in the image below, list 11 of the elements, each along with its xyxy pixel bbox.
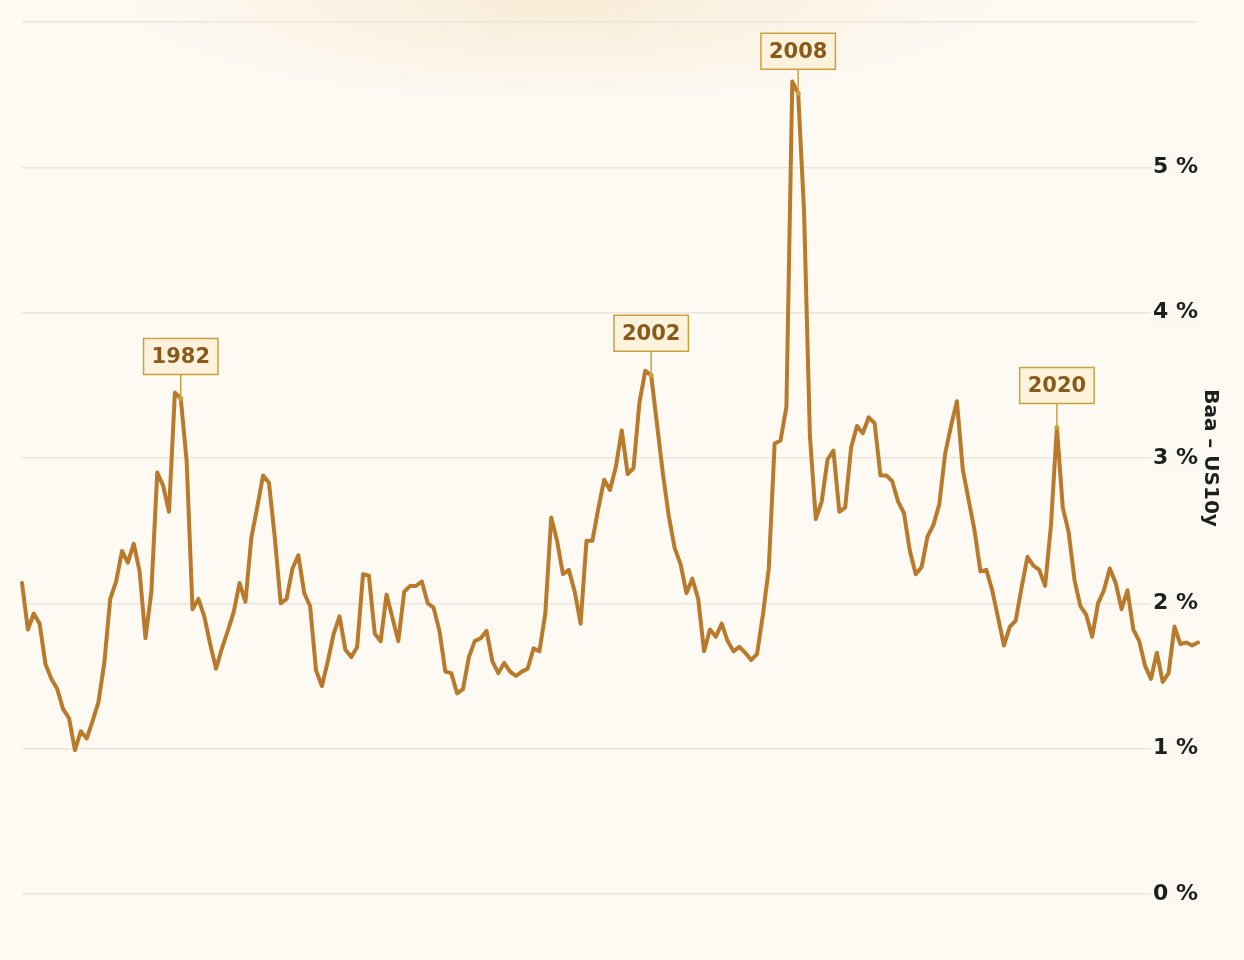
y-tick-label: 1 %	[1152, 734, 1198, 760]
y-tick-label: 0 %	[1152, 879, 1198, 905]
y-tick-label: 5 %	[1152, 153, 1198, 179]
annotation: 2008	[768, 38, 828, 63]
y-tick-label: 3 %	[1152, 443, 1198, 469]
annotation: 2020	[1027, 372, 1087, 397]
annotation: 2002	[621, 320, 681, 345]
y-axis-title: Baa – US10y	[1199, 389, 1224, 527]
y-tick-label: 4 %	[1152, 298, 1198, 324]
annotation: 1982	[151, 343, 210, 368]
y-tick-label: 2 %	[1152, 589, 1198, 615]
